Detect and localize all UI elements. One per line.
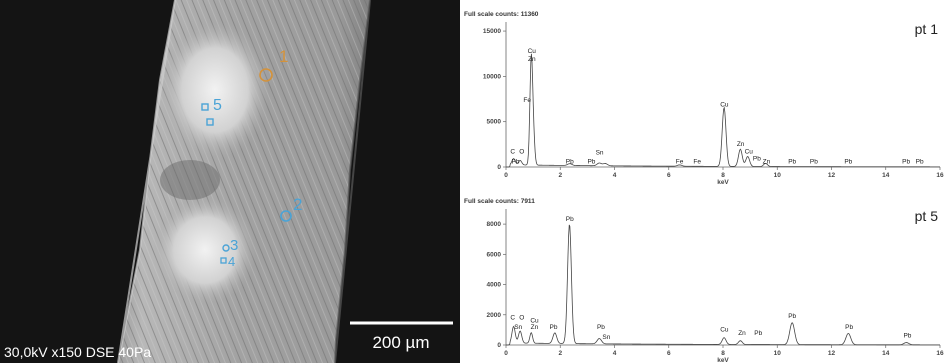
marker-label-4: 4 <box>228 254 235 269</box>
peak-label: Zn <box>738 330 746 337</box>
peak-label: Pb <box>810 158 818 165</box>
x-tick-label: 12 <box>828 350 836 357</box>
marker-4: 4 <box>220 254 235 269</box>
peak-label: Cu <box>720 326 729 333</box>
x-tick-label: 8 <box>721 350 725 357</box>
x-tick-label: 14 <box>882 350 890 357</box>
peak-label: Cu <box>528 48 537 55</box>
peak-label: Pb <box>753 156 761 163</box>
peak-label: Pb <box>597 324 605 331</box>
peak-label: Cu <box>745 148 754 155</box>
x-axis-label: keV <box>717 179 729 186</box>
peak-label: Pb <box>902 158 910 165</box>
spectrum-title: Full scale counts: 11360 <box>464 11 539 18</box>
x-tick-label: 10 <box>774 350 782 357</box>
peak-label: O <box>519 314 524 321</box>
peak-label: Pb <box>754 330 762 337</box>
y-tick-label: 15000 <box>483 28 501 35</box>
spectrum-line <box>506 53 940 168</box>
x-tick-label: 4 <box>613 350 617 357</box>
sem-caption: 30,0kV x150 DSE 40Pa <box>4 344 151 360</box>
peak-label: Pb <box>512 158 520 165</box>
peak-label: Pb <box>903 332 911 339</box>
panel-label: pt 1 <box>915 21 939 37</box>
bright-deposit-upper <box>160 20 270 160</box>
peak-label: O <box>519 148 524 155</box>
peak-label: Zn <box>763 158 771 165</box>
peak-label: Sn <box>596 149 604 156</box>
peak-label: Pb <box>566 216 574 223</box>
panel-label: pt 5 <box>915 208 939 224</box>
bright-deposit-lower <box>153 195 257 305</box>
peak-label: Pb <box>844 158 852 165</box>
x-tick-label: 2 <box>558 172 562 179</box>
y-tick-label: 0 <box>497 164 501 171</box>
spectrum-title: Full scale counts: 7911 <box>464 198 535 205</box>
peak-label: C <box>510 314 515 321</box>
x-tick-label: 14 <box>882 172 890 179</box>
peak-label: Pb <box>788 158 796 165</box>
x-tick-label: 6 <box>667 350 671 357</box>
x-tick-label: 2 <box>558 350 562 357</box>
marker-label-5: 5 <box>213 97 222 114</box>
y-tick-label: 6000 <box>487 251 502 258</box>
x-tick-label: 8 <box>721 172 725 179</box>
scale-bar-label: 200 µm <box>372 333 429 352</box>
peak-label: Pb <box>845 324 853 331</box>
x-tick-label: 6 <box>667 172 671 179</box>
peak-label: Sn <box>514 324 522 331</box>
peak-label: Pb <box>549 324 557 331</box>
spectrum-pt1: Full scale counts: 11360 pt 1 0 5000 10000 15… <box>464 11 944 186</box>
y-tick-label: 0 <box>497 342 501 349</box>
peak-label: Cu <box>530 317 539 324</box>
y-tick-label: 2000 <box>487 312 502 319</box>
peak-label: C <box>510 148 515 155</box>
y-tick-label: 5000 <box>487 119 502 126</box>
marker-label-3: 3 <box>230 237 238 254</box>
y-tick-label: 4000 <box>487 282 502 289</box>
marker-5: 5 <box>201 97 222 126</box>
x-tick-label: 16 <box>936 172 944 179</box>
marker-3: 3 <box>222 237 238 254</box>
spectrum-line <box>506 224 940 346</box>
peak-label: Pb <box>587 158 595 165</box>
y-tick-label: 8000 <box>487 221 502 228</box>
sem-micrograph: 1 5 2 3 4 200 µm 30,0kV x150 DSE 40Pa <box>0 0 460 363</box>
marker-1: 1 <box>259 47 288 82</box>
x-tick-label: 10 <box>774 172 782 179</box>
marker-2: 2 <box>280 195 302 222</box>
x-axis-label: keV <box>717 357 729 363</box>
peak-label: Pb <box>566 158 574 165</box>
x-tick-label: 0 <box>504 350 508 357</box>
marker-label-1: 1 <box>279 47 288 66</box>
x-tick-label: 4 <box>613 172 617 179</box>
peak-label: Pb <box>788 313 796 320</box>
y-tick-label: 10000 <box>483 73 501 80</box>
x-tick-label: 0 <box>504 172 508 179</box>
peak-label: Cu <box>720 101 729 108</box>
peak-label: Sn <box>602 334 610 341</box>
peak-label: Zn <box>528 56 536 63</box>
peak-label: Pb <box>916 158 924 165</box>
peak-label: Fe <box>523 97 531 104</box>
spectrum-pt5: Full scale counts: 7911 pt 5 0 2000 4000 6000… <box>464 198 944 363</box>
peak-label: Zn <box>737 141 745 148</box>
peak-label: Fe <box>676 158 684 165</box>
marker-label-2: 2 <box>293 195 302 214</box>
peak-label: Fe <box>693 158 701 165</box>
peak-label: Zn <box>531 324 539 331</box>
x-tick-label: 16 <box>936 350 944 357</box>
x-tick-label: 12 <box>828 172 836 179</box>
